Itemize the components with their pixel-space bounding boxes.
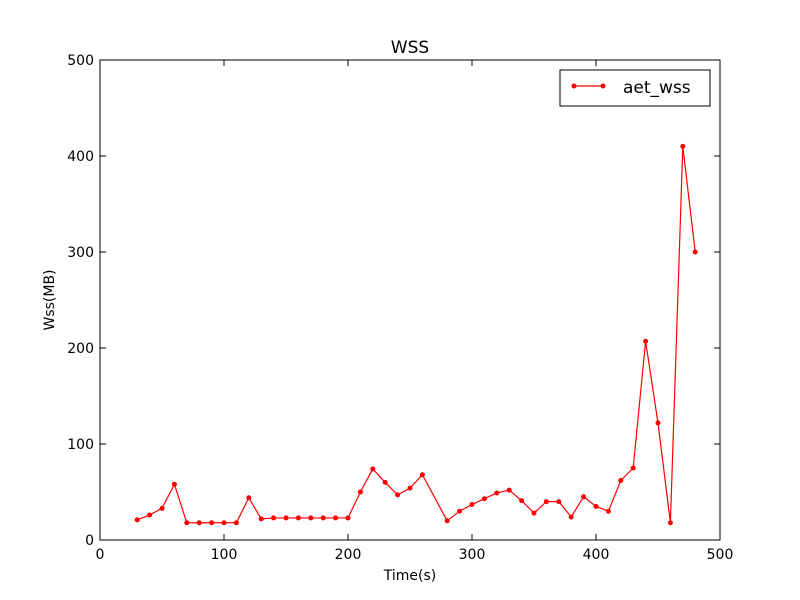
data-point-29 (506, 487, 512, 493)
x-tick-label-3: 300 (459, 547, 486, 563)
data-point-25 (457, 508, 463, 514)
data-point-37 (605, 508, 611, 514)
y-tick-label-3: 300 (67, 245, 94, 261)
data-point-24 (444, 518, 450, 524)
y-tick-label-4: 400 (67, 149, 94, 165)
data-point-5 (196, 520, 202, 526)
data-point-9 (246, 495, 252, 501)
legend-marker-right (600, 83, 606, 89)
data-point-21 (395, 492, 401, 498)
legend: aet_wss (559, 69, 711, 107)
data-point-34 (568, 514, 574, 520)
data-point-10 (258, 516, 264, 522)
data-point-11 (271, 515, 277, 521)
data-point-13 (295, 515, 301, 521)
x-tick-label-4: 400 (583, 547, 610, 563)
y-tick-label-2: 200 (67, 341, 94, 357)
y-tick-label-5: 500 (67, 53, 94, 69)
data-point-35 (581, 494, 587, 500)
data-point-17 (345, 515, 351, 521)
legend-label: aet_wss (623, 78, 691, 98)
data-point-31 (531, 510, 537, 516)
x-tick-label-5: 500 (707, 547, 734, 563)
data-point-7 (221, 520, 227, 526)
data-point-2 (159, 505, 165, 511)
data-point-41 (655, 420, 661, 426)
data-point-22 (407, 485, 413, 491)
plot-frame (99, 59, 721, 541)
data-point-43 (680, 143, 686, 149)
data-point-8 (233, 520, 239, 526)
data-point-18 (357, 489, 363, 495)
data-point-19 (370, 466, 376, 472)
y-axis-label: Wss(MB) (42, 269, 58, 330)
data-point-14 (308, 515, 314, 521)
data-point-38 (618, 477, 624, 483)
data-point-15 (320, 515, 326, 521)
x-axis-label: Time(s) (383, 568, 436, 584)
x-tick-label-2: 200 (335, 547, 362, 563)
data-point-4 (184, 520, 190, 526)
data-point-42 (667, 520, 673, 526)
series-layer (134, 143, 698, 526)
data-point-26 (469, 501, 475, 507)
data-point-16 (333, 515, 339, 521)
data-point-36 (593, 503, 599, 509)
data-point-33 (556, 499, 562, 505)
data-point-0 (134, 517, 140, 523)
data-point-30 (519, 498, 525, 504)
data-point-12 (283, 515, 289, 521)
y-tick-label-0: 0 (85, 533, 94, 549)
data-point-1 (147, 512, 153, 518)
data-point-44 (692, 249, 698, 255)
data-point-40 (643, 338, 649, 344)
data-point-28 (494, 490, 500, 496)
legend-marker-left (571, 83, 577, 89)
legend-box (559, 69, 711, 107)
x-tick-label-1: 100 (211, 547, 238, 563)
data-point-3 (171, 481, 177, 487)
data-point-27 (481, 496, 487, 502)
data-point-39 (630, 465, 636, 471)
axis-ticks: 0 100 200 300 400 500 0 100 200 300 400 500 (67, 53, 733, 563)
chart-title: WSS (391, 38, 429, 58)
y-tick-label-1: 100 (67, 437, 94, 453)
data-point-32 (543, 499, 549, 505)
data-point-20 (382, 479, 388, 485)
x-tick-label-0: 0 (96, 547, 105, 563)
data-point-23 (419, 472, 425, 478)
data-point-6 (209, 520, 215, 526)
